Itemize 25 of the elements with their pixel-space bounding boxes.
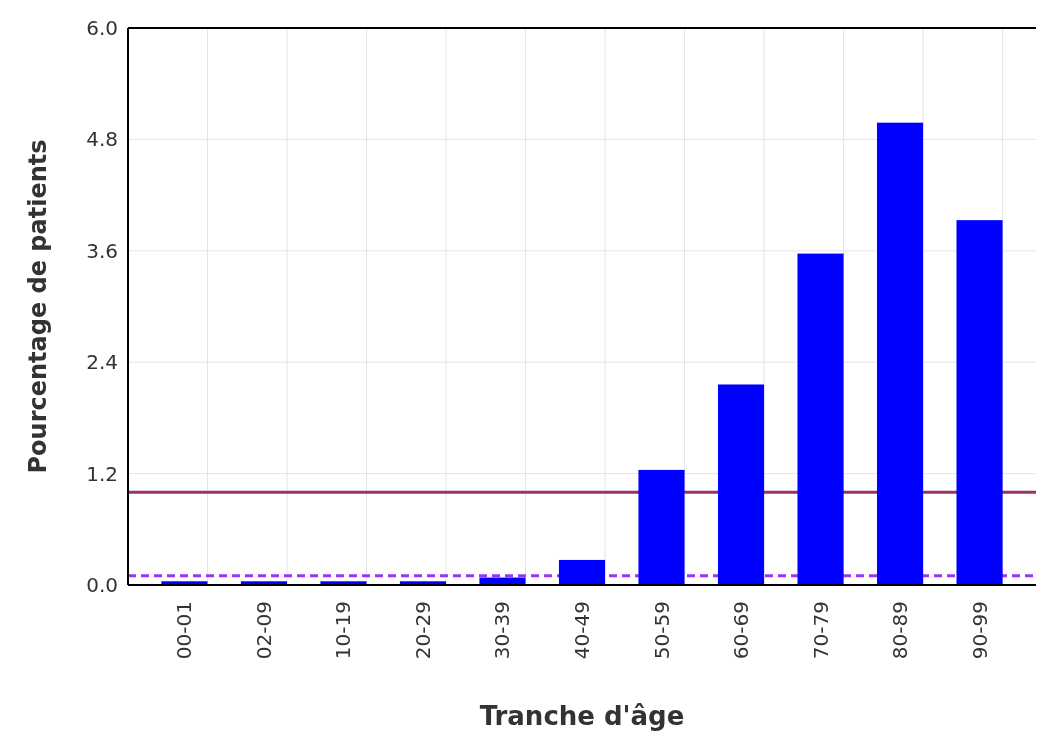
x-tick-label: 00-01 [172,601,197,660]
y-tick-label: 0.0 [86,573,118,597]
y-tick-label: 1.2 [86,461,118,486]
x-tick-label: 40-49 [570,601,594,660]
bar [956,220,1003,585]
x-tick-label: 60-69 [729,601,754,660]
bar [558,559,606,585]
y-tick-label: 6.0 [86,16,118,40]
y-tick-label: 3.6 [86,238,118,263]
y-tick-label: 4.8 [86,127,118,152]
y-tick-label: 2.4 [86,350,118,375]
x-tick-label: 10-19 [331,601,356,660]
y-axis-title: Pourcentage de patients [24,139,52,474]
x-tick-label: 80-89 [888,601,913,660]
x-tick-label: 02-09 [251,601,276,660]
x-axis-title: Tranche d'âge [479,701,685,731]
bar [638,469,685,585]
x-tick-label: 70-79 [808,601,833,660]
x-tick-label: 20-29 [410,601,435,660]
bar [717,384,765,585]
bar [876,122,924,585]
x-tick-label: 50-59 [649,601,674,660]
x-tick-label: 90-99 [967,601,992,660]
x-tick-label: 30-39 [490,601,515,660]
bar [797,253,844,585]
